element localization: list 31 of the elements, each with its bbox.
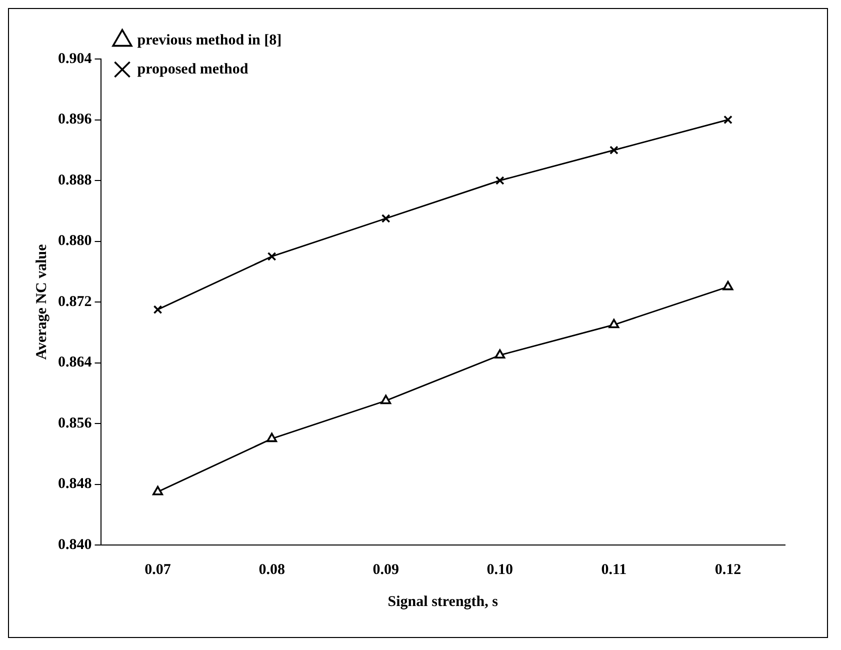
point: [608, 318, 620, 328]
y-tick-label: 0.872: [58, 294, 92, 310]
y-tick-label: 0.848: [58, 476, 92, 492]
point: [267, 252, 276, 261]
point: [153, 305, 162, 314]
point: [266, 432, 278, 442]
y-tick-label: 0.888: [58, 172, 92, 188]
point: [722, 280, 734, 290]
legend-label: proposed method: [137, 61, 249, 78]
point: [494, 349, 506, 359]
y-tick-label: 0.904: [58, 50, 92, 67]
y-tick-label: 0.864: [58, 354, 92, 371]
legend-label: previous method in [8]: [137, 32, 282, 48]
point: [380, 394, 392, 404]
x-tick-label: 0.08: [258, 562, 285, 578]
point: [381, 214, 390, 223]
y-axis-title: Average NC value: [34, 244, 50, 360]
x-tick-label: 0.12: [714, 562, 742, 578]
x-tick-label: 0.09: [372, 562, 399, 578]
x-tick-label: 0.07: [144, 562, 172, 578]
x-axis-title: Signal strength, s: [388, 594, 498, 610]
point: [724, 115, 732, 124]
y-tick-label: 0.856: [58, 415, 92, 432]
point: [152, 486, 163, 496]
y-tick-label: 0.840: [58, 536, 92, 553]
y-tick-label: 0.896: [58, 112, 92, 128]
x-tick-label: 0.11: [601, 562, 627, 578]
point: [610, 146, 618, 155]
x-tick-label: 0.10: [486, 562, 514, 578]
y-tick-label: 0.880: [58, 233, 92, 250]
point: [495, 176, 504, 185]
